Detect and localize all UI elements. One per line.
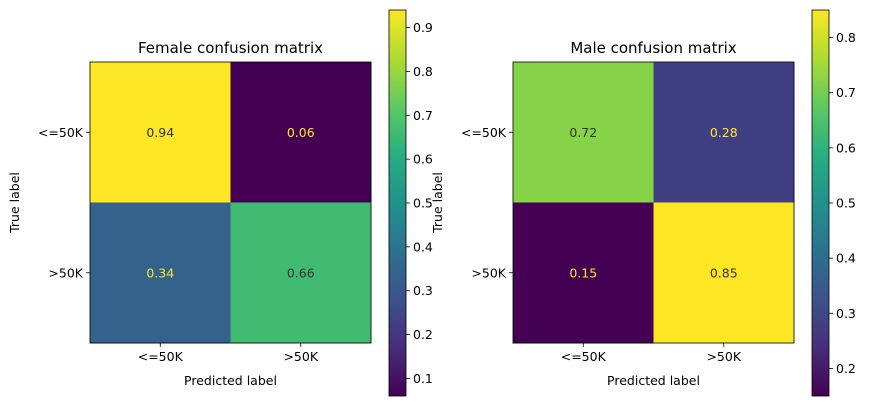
y-axis-label: True label	[430, 172, 445, 234]
colorbar-tick-label: 0.6	[413, 152, 433, 167]
colorbar-tick-label: 0.3	[413, 283, 433, 298]
x-tick-label: >50K	[706, 349, 741, 364]
matrix-cell	[90, 62, 231, 203]
matrix-cell	[653, 202, 795, 344]
y-axis-label: True label	[7, 172, 22, 234]
cell-value-label: 0.06	[287, 125, 315, 140]
x-axis-label: Predicted label	[607, 373, 700, 388]
colorbar-tick-label: 0.9	[413, 20, 433, 35]
x-tick-label: <=50K	[138, 349, 184, 364]
colorbar-tick-label: 0.8	[836, 30, 856, 45]
colorbar-tick-label: 0.5	[836, 196, 856, 211]
x-tick-label: <=50K	[561, 349, 607, 364]
cell-value-label: 0.72	[569, 125, 597, 140]
matrix-cell	[90, 202, 231, 344]
male-confusion-matrix-panel: Male confusion matrix 0.72 0.28 0.15 0.85 <=5…	[430, 9, 856, 397]
chart-title: Female confusion matrix	[138, 39, 323, 57]
matrix-cell	[513, 62, 654, 203]
colorbar-tick-label: 0.4	[836, 251, 856, 266]
colorbar-tick-label: 0.1	[413, 371, 433, 386]
colorbar-tick-label: 0.7	[413, 108, 433, 123]
y-tick-label: >50K	[48, 265, 83, 280]
cell-value-label: 0.85	[710, 265, 738, 280]
cell-value-label: 0.66	[287, 265, 315, 280]
cell-value-label: 0.34	[146, 265, 174, 280]
colorbar-tick-label: 0.2	[836, 361, 856, 376]
matrix-cell	[230, 202, 372, 344]
colorbar-tick-label: 0.4	[413, 239, 433, 254]
colorbar	[389, 10, 406, 396]
colorbar-tick-label: 0.5	[413, 196, 433, 211]
matrix-cell	[513, 202, 654, 344]
matrix-frame	[89, 61, 372, 344]
y-tick-label: <=50K	[38, 125, 84, 140]
x-tick-label: >50K	[283, 349, 318, 364]
matrix-cell	[230, 62, 372, 203]
female-confusion-matrix-panel: Female confusion matrix 0.94 0.06 0.34 0.66 <…	[7, 9, 433, 397]
colorbar-tick-label: 0.6	[836, 140, 856, 155]
colorbar-tick-label: 0.8	[413, 64, 433, 79]
chart-title: Male confusion matrix	[570, 39, 736, 57]
matrix-cell	[653, 62, 795, 203]
matrix-frame	[512, 61, 795, 344]
colorbar-tick-label: 0.3	[836, 306, 856, 321]
y-tick-label: <=50K	[461, 125, 507, 140]
colorbar	[812, 10, 829, 396]
x-axis-label: Predicted label	[184, 373, 277, 388]
cell-value-label: 0.94	[146, 125, 174, 140]
colorbar-tick-label: 0.7	[836, 85, 856, 100]
cell-value-label: 0.15	[569, 265, 597, 280]
cell-value-label: 0.28	[710, 125, 738, 140]
colorbar-tick-label: 0.2	[413, 327, 433, 342]
y-tick-label: >50K	[471, 265, 506, 280]
